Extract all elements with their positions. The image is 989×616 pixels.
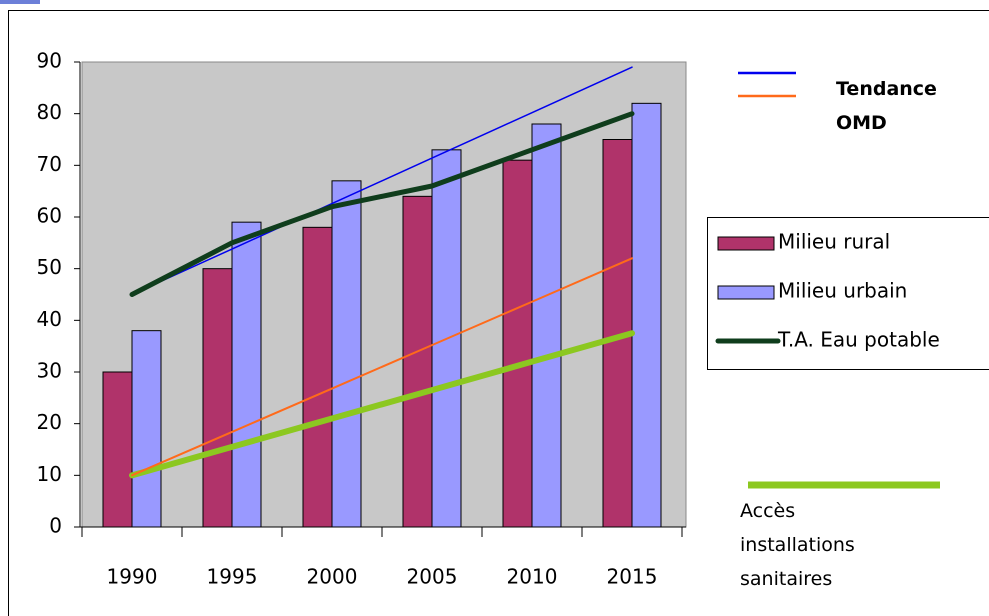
bar bbox=[131, 330, 162, 528]
y-tick-label: 80 bbox=[37, 100, 62, 124]
bar bbox=[402, 195, 433, 528]
bar bbox=[531, 123, 562, 528]
corner-accent bbox=[0, 0, 40, 4]
x-tick-label: 1995 bbox=[207, 565, 258, 589]
bar bbox=[231, 221, 262, 528]
line-series bbox=[131, 257, 633, 477]
line-series bbox=[129, 330, 635, 479]
y-tick-label: 0 bbox=[49, 514, 62, 538]
frame bbox=[8, 10, 989, 616]
legend-swatch bbox=[717, 236, 775, 251]
trend-label: Tendance OMD bbox=[836, 78, 937, 134]
line-series bbox=[129, 111, 635, 297]
x-tick-label: 2000 bbox=[307, 565, 358, 589]
line-series bbox=[131, 66, 633, 296]
x-tick-label: 2010 bbox=[507, 565, 558, 589]
y-tick-label: 20 bbox=[37, 410, 62, 434]
y-tick-label: 90 bbox=[37, 49, 62, 73]
legend-label: Milieu rural bbox=[778, 230, 890, 254]
bar bbox=[302, 226, 333, 528]
legend-label: T.A. Eau potable bbox=[777, 328, 940, 352]
bar bbox=[502, 159, 533, 528]
legend-label: Milieu urbain bbox=[778, 279, 907, 303]
legend-label: Accès installations sanitaires bbox=[740, 500, 855, 590]
bar bbox=[631, 102, 662, 528]
y-tick-label: 30 bbox=[37, 359, 62, 383]
y-tick-label: 70 bbox=[37, 152, 62, 176]
x-tick-label: 2005 bbox=[407, 565, 458, 589]
y-tick-label: 50 bbox=[37, 255, 62, 279]
y-tick-label: 40 bbox=[37, 307, 62, 331]
y-tick-label: 10 bbox=[37, 462, 62, 486]
legend-swatch bbox=[717, 285, 775, 300]
bar bbox=[202, 268, 233, 528]
bar bbox=[331, 180, 362, 528]
bar bbox=[102, 371, 133, 528]
x-tick-label: 1990 bbox=[107, 565, 158, 589]
y-tick-label: 60 bbox=[37, 204, 62, 228]
x-tick-label: 2015 bbox=[607, 565, 658, 589]
